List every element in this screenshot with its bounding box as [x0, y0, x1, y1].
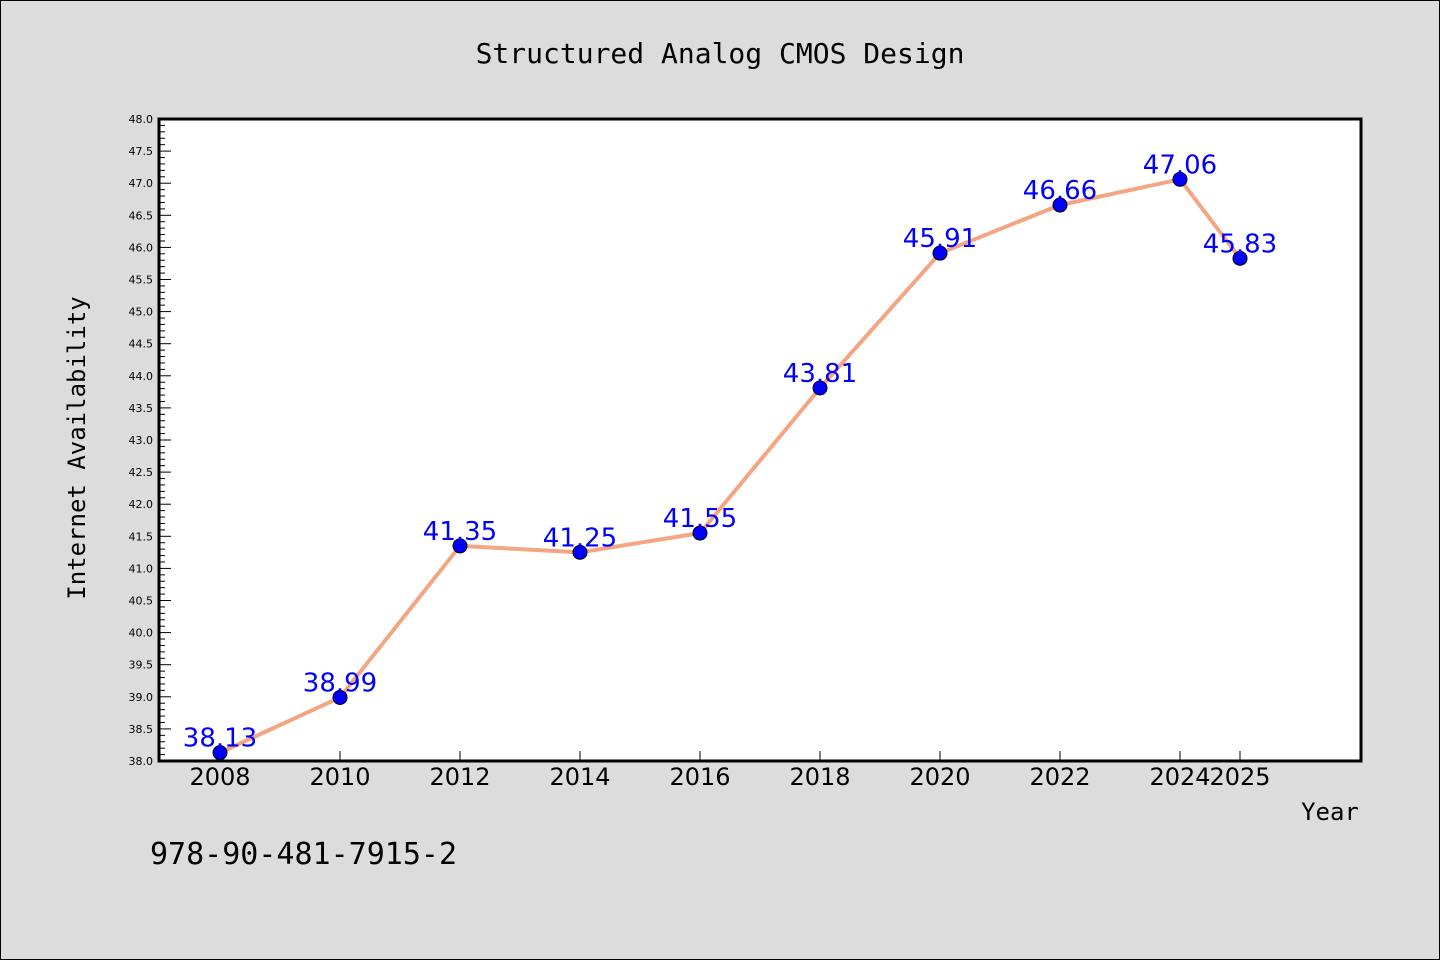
- data-point: [452, 538, 468, 554]
- x-tick-label: 2008: [189, 763, 250, 791]
- y-tick-label: 45.0: [129, 306, 154, 319]
- x-tick-label: 2022: [1029, 763, 1090, 791]
- data-label: 45.83: [1203, 229, 1277, 259]
- y-tick-label: 44.5: [129, 338, 154, 351]
- x-tick-label: 2010: [309, 763, 370, 791]
- plot-frame: [157, 117, 1363, 763]
- data-label: 45.91: [903, 224, 977, 254]
- y-tick-label: 39.0: [129, 691, 154, 704]
- x-tick-label: 2024: [1149, 763, 1210, 791]
- y-tick-label: 38.0: [129, 755, 154, 768]
- series-line: [218, 177, 1242, 755]
- data-label: 43.81: [783, 359, 857, 389]
- y-tick-label: 42.5: [129, 466, 154, 479]
- data-label: 38.13: [183, 724, 257, 754]
- data-label: 47.06: [1143, 150, 1217, 180]
- data-label: 41.25: [543, 523, 617, 553]
- series-group: [212, 171, 1248, 761]
- data-label: 46.66: [1023, 176, 1097, 206]
- y-tick-label: 44.0: [129, 370, 154, 383]
- data-point: [332, 689, 348, 705]
- y-tick-label: 47.0: [129, 177, 154, 190]
- isbn-text: 978-90-481-7915-2: [150, 837, 457, 872]
- x-tick-label: 2012: [429, 763, 490, 791]
- y-tick-label: 43.5: [129, 402, 154, 415]
- data-point: [812, 380, 828, 396]
- y-tick-label: 38.5: [129, 723, 154, 736]
- data-point: [572, 544, 588, 560]
- chart-title: Structured Analog CMOS Design: [476, 37, 965, 70]
- data-label: 41.55: [663, 504, 737, 534]
- data-point: [1052, 197, 1068, 213]
- x-tick-label: 2016: [669, 763, 730, 791]
- y-tick-label: 41.0: [129, 562, 154, 575]
- x-tick-label: 2025: [1209, 763, 1270, 791]
- x-tick-label: 2018: [789, 763, 850, 791]
- y-tick-label: 45.5: [129, 274, 154, 287]
- y-tick-label: 46.0: [129, 241, 154, 254]
- y-tick-label: 43.0: [129, 434, 154, 447]
- y-axis-label: Internet Availability: [63, 296, 91, 599]
- y-tick-label: 47.5: [129, 145, 154, 158]
- y-tick-label: 40.5: [129, 595, 154, 608]
- y-tick-label: 42.0: [129, 498, 154, 511]
- x-tick-label: 2014: [549, 763, 610, 791]
- data-label: 38.99: [303, 668, 377, 698]
- data-point: [692, 525, 708, 541]
- data-labels-group: 38.13 38.99 41.35 41.25 41.55 43.81 45.91 46.66…: [183, 150, 1277, 753]
- data-point: [932, 245, 948, 261]
- x-axis-label: Year: [1301, 798, 1359, 826]
- plot-area: [159, 119, 1361, 761]
- y-tick-label: 41.5: [129, 530, 154, 543]
- data-point: [1172, 171, 1188, 187]
- y-tick-label: 46.5: [129, 209, 154, 222]
- data-point: [1232, 250, 1248, 266]
- y-tick-label: 48.0: [129, 113, 154, 126]
- y-tick-label: 39.5: [129, 659, 154, 672]
- x-tick-label: 2020: [909, 763, 970, 791]
- data-label: 41.35: [423, 517, 497, 547]
- y-tick-label: 40.0: [129, 627, 154, 640]
